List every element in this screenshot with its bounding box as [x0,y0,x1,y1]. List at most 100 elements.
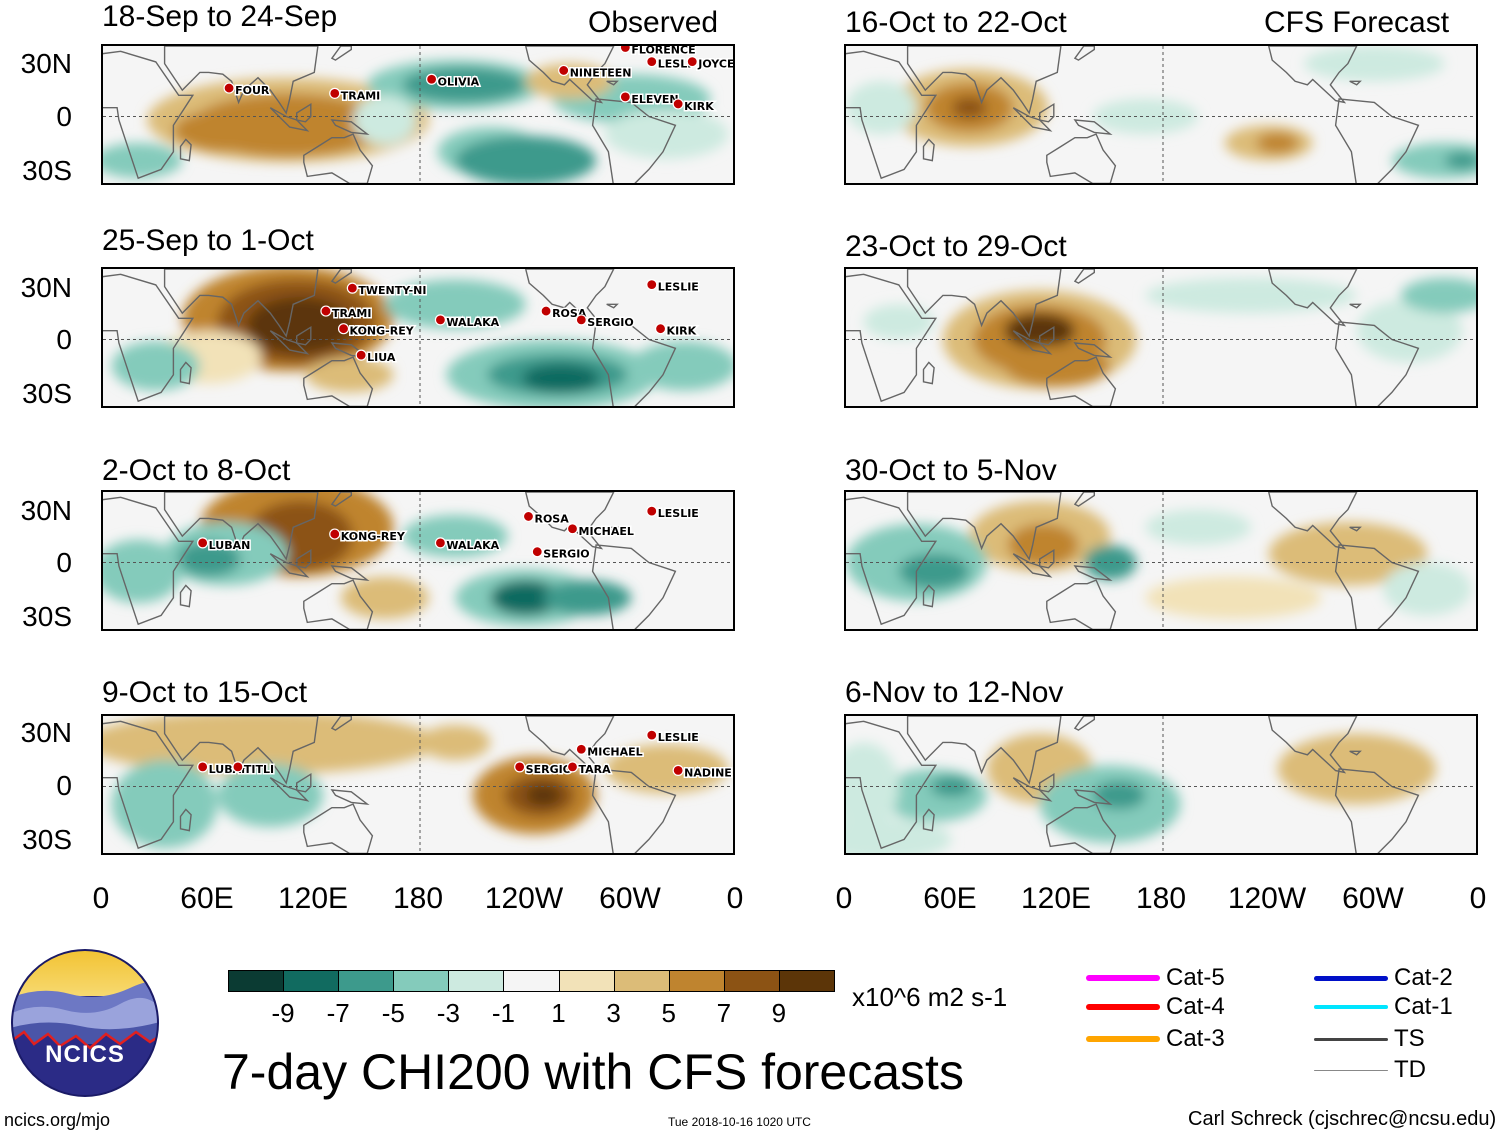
storm-label: JOYCE [697,58,734,71]
coastline [330,46,353,61]
coastline [922,808,935,832]
storm-label: TWENTY-NI [358,284,426,297]
coastline [295,772,312,793]
storm-label: OLIVIA [438,75,480,88]
storm-label: LESLI [658,58,692,71]
colorbar-swatch [283,970,340,992]
coastline [179,138,192,162]
coastline [179,808,192,832]
coastline [330,716,353,731]
colorbar-tick-label: -5 [381,998,405,1028]
footer-url[interactable]: ncics.org/mjo [4,1110,111,1130]
anomaly-contour [340,576,429,619]
storm-label: KIRK [667,325,697,338]
colorbar-tick-label: -7 [326,998,350,1028]
anomaly-contour [111,341,200,391]
colorbar-tick-label: 7 [716,998,732,1028]
ncics-logo-graphic [11,949,159,1097]
map-panel-1: FOUR TRAMI OLIVIA NINETEEN FLORENCE LESLI JOYC… [101,44,735,185]
coastline [1046,133,1117,183]
coastline [922,138,935,162]
xlabel-left-120w: 120W [484,882,564,915]
ylabel-30s: 30S [22,155,72,186]
anomaly-contour [522,364,600,393]
coastline [1012,553,1053,578]
storm-marker [522,510,535,523]
anomaly-contour [1145,277,1357,314]
storm-marker [337,323,350,335]
storm-label: WALAKA [446,539,499,552]
coastline [303,356,374,406]
coastline [1073,46,1096,61]
anomaly-contour [1391,142,1476,179]
anomaly-contour [1444,151,1476,170]
map-canvas [846,46,1476,183]
coastline [1349,80,1362,86]
footer-credit: Carl Schreck (cjschrec@ncsu.edu) [1188,1108,1497,1130]
anomaly-contour [353,95,417,145]
coastline [1073,565,1113,582]
colorbar-units: x10^6 m2 s-1 [852,982,1008,1012]
storm-marker [531,546,543,558]
storm-marker [197,537,209,549]
coastline [922,584,935,608]
anomaly-contour [1277,733,1436,805]
storm-marker [434,537,447,549]
storm-marker [558,64,570,77]
storm-marker [232,761,244,773]
coastline [295,102,312,123]
coastline [269,777,310,802]
storm-marker [223,82,235,94]
xlabel-left-60e: 60E [180,882,234,915]
storm-marker [426,73,438,85]
colorbar-swatch [613,970,670,992]
coastline [591,98,677,183]
storm-label: KIRK [684,100,714,113]
coastline [606,750,619,756]
map-canvas [846,269,1476,406]
coastline [1073,342,1113,359]
coastline [103,50,195,180]
anomaly-contour [898,553,970,589]
anomaly-contour [604,744,729,794]
xlabel-left-0e: 0 [726,882,744,915]
anomaly-contour [525,784,561,806]
colorbar-swatch [778,970,835,992]
xlabel-right-60e: 60E [923,882,977,915]
storm-label: LESLIE [658,731,699,744]
coastline [606,80,619,86]
legend-label-ts: TS [1394,1025,1425,1052]
map-panel-2: TWENTY-NI TRAMI KONG-REY LIUA WALAKA ROSA SERG… [101,267,735,408]
footer-timestamp: Tue 2018-10-16 1020 UTC [668,1115,811,1129]
storm-marker [619,91,631,103]
storm-marker [646,56,658,68]
storm-marker [575,743,587,755]
storm-marker [329,87,341,99]
storm-marker [566,761,579,773]
colorbar-tick-label: -1 [491,998,516,1028]
storm-label: SERGIO [526,763,572,776]
storm-label: LUBAN [209,539,251,552]
storm-label: FLORENCE [631,46,695,57]
legend-line-ts [1314,1037,1388,1041]
ylabel-eq: 0 [56,101,72,132]
coastline [1038,325,1055,346]
anomaly-field [103,716,729,849]
storm-label: SERGIO [543,548,589,561]
storm-label: WALAKA [446,316,499,329]
anomaly-contour [217,763,324,828]
coastline [103,273,195,403]
legend-label-cat-4: Cat-4 [1166,993,1225,1020]
map-canvas [846,492,1476,629]
coastline [163,492,319,561]
panel-title-2: 25-Sep to 1-Oct [102,224,314,257]
colorbar-tick-label: 3 [606,998,621,1028]
storm-label: TARA [579,763,612,776]
coastline [1038,772,1055,793]
panel-title-3: 2-Oct to 8-Oct [102,454,291,487]
storm-marker [355,349,367,361]
coastline [906,716,1062,785]
coastline [1267,492,1358,550]
anomaly-contour [1356,298,1463,363]
observed-label: Observed [588,6,719,39]
